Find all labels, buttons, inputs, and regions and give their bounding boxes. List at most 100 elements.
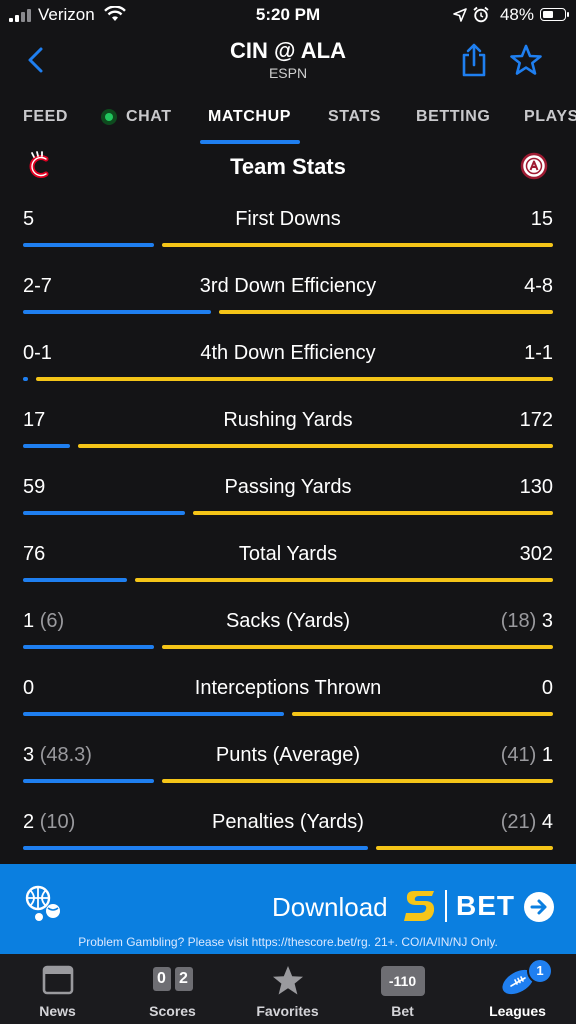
away-share-bar bbox=[23, 712, 284, 716]
stat-row: 2 (10) Penalties (Yards) (21) 4 bbox=[0, 741, 576, 850]
home-value: 172 bbox=[520, 409, 553, 432]
away-value: 76 bbox=[23, 543, 45, 566]
battery-icon bbox=[540, 8, 569, 21]
tab-plays[interactable]: PLAYS bbox=[524, 108, 576, 125]
game-title: CIN @ ALA bbox=[230, 38, 346, 63]
home-value: 4-8 bbox=[524, 275, 553, 298]
nav-news[interactable]: News bbox=[0, 954, 115, 1024]
away-value-detail: (10) bbox=[39, 811, 76, 833]
tab-matchup[interactable]: MATCHUP bbox=[208, 108, 292, 125]
battery-percent: 48% bbox=[499, 5, 534, 24]
banner-go-button[interactable] bbox=[524, 892, 554, 922]
away-value: 5 bbox=[23, 208, 34, 231]
home-share-bar bbox=[219, 310, 553, 314]
game-header: CIN @ ALA ESPN bbox=[0, 32, 576, 90]
home-value-main: 0 bbox=[541, 677, 553, 699]
star-icon bbox=[272, 966, 303, 995]
nav-leagues-label: Leagues bbox=[489, 1003, 546, 1019]
favorite-button[interactable] bbox=[506, 40, 546, 80]
away-value-main: 3 bbox=[23, 744, 35, 766]
home-value-detail: (41) bbox=[500, 744, 537, 766]
stat-label: Punts (Average) bbox=[215, 744, 361, 766]
stat-label: Sacks (Yards) bbox=[225, 610, 351, 632]
home-value-detail: (18) bbox=[500, 610, 537, 632]
star-icon bbox=[510, 44, 542, 75]
away-value-detail: (6) bbox=[39, 610, 65, 632]
nav-bet[interactable]: -110 Bet bbox=[345, 954, 460, 1024]
tab-betting[interactable]: BETTING bbox=[416, 108, 491, 125]
stat-row: 0 Interceptions Thrown 0 bbox=[0, 607, 576, 716]
home-share-bar bbox=[162, 243, 553, 247]
away-share-bar bbox=[23, 511, 185, 515]
home-share-bar bbox=[376, 846, 553, 850]
home-value-main: 1 bbox=[541, 744, 553, 766]
share-button[interactable] bbox=[454, 40, 494, 80]
tab-stats[interactable]: STATS bbox=[328, 108, 382, 125]
home-share-bar bbox=[78, 444, 553, 448]
stat-label: Passing Yards bbox=[224, 476, 352, 498]
home-value-detail: (21) bbox=[500, 811, 537, 833]
away-value-main: 17 bbox=[23, 409, 46, 431]
tab-feed[interactable]: FEED bbox=[23, 108, 69, 125]
gambling-disclaimer: Problem Gambling? Please visit https://t… bbox=[78, 935, 498, 949]
leagues-badge: 1 bbox=[527, 958, 553, 984]
stat-row: 1 (6) Sacks (Yards) (18) 3 bbox=[0, 540, 576, 649]
home-share-bar bbox=[292, 712, 553, 716]
odds-icon: -110 bbox=[380, 966, 425, 996]
back-button[interactable] bbox=[16, 40, 56, 80]
stat-label: First Downs bbox=[235, 208, 341, 230]
home-share-bar bbox=[36, 377, 553, 381]
nav-bet-label: Bet bbox=[391, 1003, 414, 1019]
home-value-main: 3 bbox=[541, 610, 553, 632]
home-value: 15 bbox=[531, 208, 553, 231]
banner-divider bbox=[445, 890, 447, 922]
home-share-bar bbox=[135, 578, 553, 582]
nav-news-label: News bbox=[39, 1003, 76, 1019]
nav-leagues[interactable]: Leagues bbox=[460, 954, 575, 1024]
cincinnati-logo-icon bbox=[29, 151, 49, 178]
thescore-bet-logo-icon bbox=[404, 891, 435, 921]
alarm-icon bbox=[473, 6, 489, 23]
section-title: Team Stats bbox=[230, 154, 346, 179]
nav-favorites[interactable]: Favorites bbox=[230, 954, 345, 1024]
stat-row: 17 Rushing Yards 172 bbox=[0, 339, 576, 448]
arrow-right-icon bbox=[530, 899, 547, 915]
away-value-detail: (48.3) bbox=[39, 744, 92, 766]
stat-label: Penalties (Yards) bbox=[212, 811, 364, 833]
away-value-main: 59 bbox=[23, 476, 46, 498]
home-value-main: 1-1 bbox=[524, 342, 553, 364]
away-value-main: 76 bbox=[23, 543, 46, 565]
news-icon bbox=[42, 965, 73, 995]
stat-label: Rushing Yards bbox=[223, 409, 353, 431]
alabama-logo-icon bbox=[520, 152, 548, 180]
away-value-main: 2 bbox=[23, 811, 35, 833]
away-value: 17 bbox=[23, 409, 45, 432]
chevron-left-icon bbox=[28, 47, 43, 73]
tab-chat[interactable]: CHAT bbox=[126, 108, 172, 125]
away-value: 3 (48.3) bbox=[23, 744, 92, 767]
clock: 5:20 PM bbox=[255, 5, 321, 24]
home-value: 1-1 bbox=[524, 342, 553, 365]
home-value-main: 4-8 bbox=[524, 275, 553, 297]
home-value-main: 4 bbox=[541, 811, 553, 833]
home-value: 130 bbox=[520, 476, 553, 499]
away-share-bar bbox=[23, 243, 154, 247]
stat-label: Total Yards bbox=[238, 543, 338, 565]
away-value: 1 (6) bbox=[23, 610, 64, 633]
stat-row: 76 Total Yards 302 bbox=[0, 473, 576, 582]
bet-label: BET bbox=[456, 890, 515, 921]
home-value-main: 15 bbox=[530, 208, 553, 230]
football-icon bbox=[501, 969, 534, 995]
promo-banner[interactable]: Download BET Problem Gambling? Please vi… bbox=[0, 864, 576, 954]
status-bar: Verizon 5:20 PM 48% bbox=[0, 0, 576, 32]
away-value-main: 0-1 bbox=[23, 342, 52, 364]
away-value-main: 0 bbox=[23, 677, 35, 699]
stat-row: 59 Passing Yards 130 bbox=[0, 406, 576, 515]
home-value-main: 172 bbox=[519, 409, 553, 431]
stat-row: 0-1 4th Down Efficiency 1-1 bbox=[0, 272, 576, 381]
home-value-main: 302 bbox=[519, 543, 553, 565]
live-dot-icon bbox=[101, 109, 117, 125]
